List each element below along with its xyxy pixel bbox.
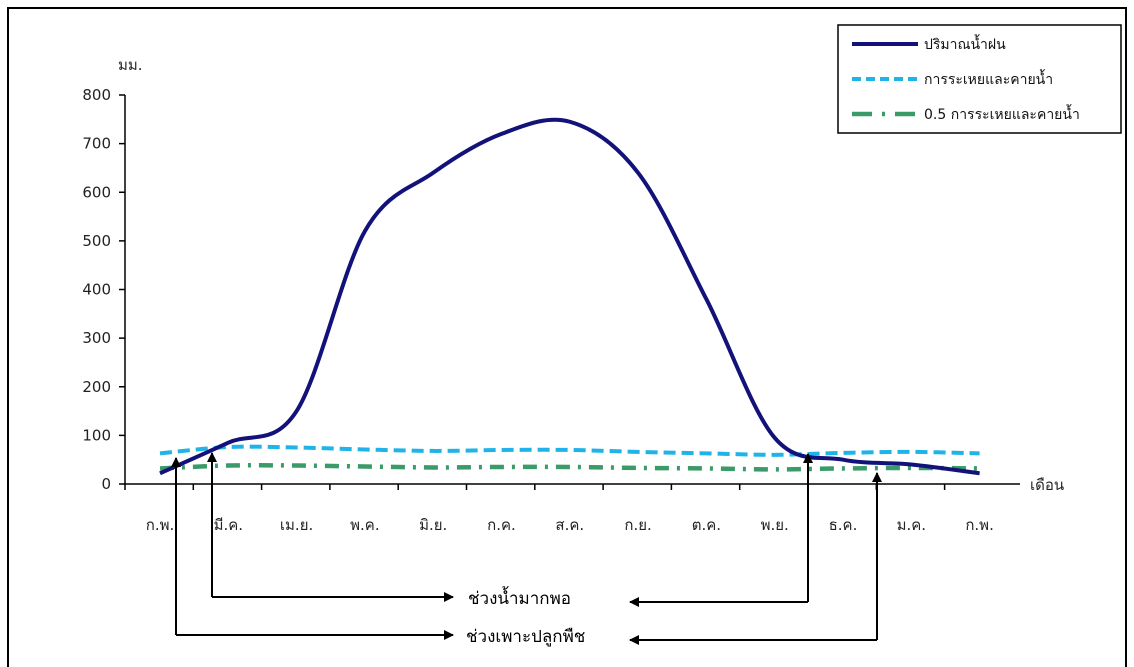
x-tick-label: ธ.ค. xyxy=(829,516,858,534)
annotation-sufficient-water: ช่วงน้ำมากพอ xyxy=(468,586,571,609)
series-layer xyxy=(159,117,980,476)
x-tick-label: ส.ค. xyxy=(555,516,584,534)
x-tick-label: ก.พ. xyxy=(146,516,175,534)
x-tick-label: ม.ค. xyxy=(897,516,926,534)
x-tick-label: ก.ค. xyxy=(487,516,516,534)
x-tick-label: มี.ค. xyxy=(214,516,243,534)
y-tick-label: 500 xyxy=(82,232,111,250)
y-tick-label: 800 xyxy=(82,86,111,104)
legend-label-1: การระเหยและคายน้ำ xyxy=(924,69,1053,88)
axes: 0 100 200 300 400 500 600 700 800 ก.พ. มี.ค. เม.ย. พ… xyxy=(82,56,1064,534)
y-tick-label: 100 xyxy=(82,426,111,444)
x-tick-label: มิ.ย. xyxy=(419,516,447,534)
x-tick-label: พ.ค. xyxy=(350,516,379,534)
x-tick-label: เม.ย. xyxy=(280,516,313,534)
y-tick-label: 0 xyxy=(101,475,111,493)
y-axis-title: มม. xyxy=(118,56,143,74)
x-tick-label: ก.พ. xyxy=(965,516,994,534)
y-tick-label: 300 xyxy=(82,329,111,347)
series-line-1 xyxy=(159,444,980,457)
x-tick-label: พ.ย. xyxy=(761,516,789,534)
chart-frame xyxy=(7,7,1127,667)
y-tick-label: 400 xyxy=(82,281,111,299)
x-tick-label: ก.ย. xyxy=(624,516,651,534)
series-line-2 xyxy=(159,463,980,472)
x-tick-label: ต.ค. xyxy=(692,516,721,534)
x-axis-title: เดือน xyxy=(1030,476,1064,494)
series-line-0 xyxy=(159,117,980,476)
legend-label-0: ปริมาณน้ำฝน xyxy=(924,34,1006,53)
y-tick-label: 600 xyxy=(82,183,111,201)
y-tick-label: 700 xyxy=(82,135,111,153)
annotation-planting-period: ช่วงเพาะปลูกพืช xyxy=(466,627,585,647)
legend-label-2: 0.5 การระเหยและคายน้ำ xyxy=(924,104,1080,123)
y-tick-label: 200 xyxy=(82,378,111,396)
